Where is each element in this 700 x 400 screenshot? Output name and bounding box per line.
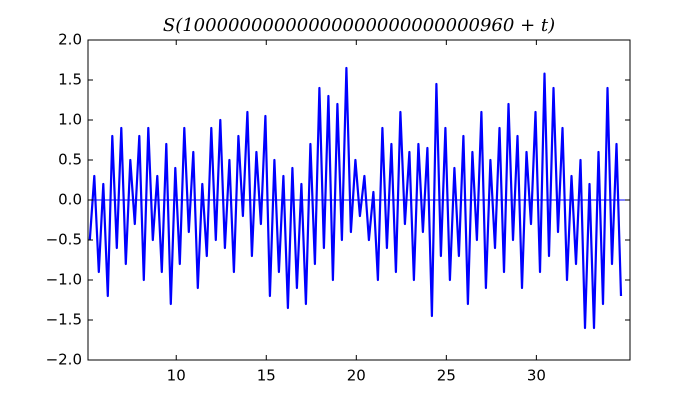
x-tick-label: 25: [437, 367, 456, 385]
y-tick-label: −0.5: [46, 231, 82, 249]
y-tick-label: 2.0: [58, 31, 82, 49]
y-tick-label: 1.5: [58, 71, 82, 89]
y-tick-label: 1.0: [58, 111, 82, 129]
x-tick-label: 20: [347, 367, 366, 385]
y-tick-label: 0.0: [58, 191, 82, 209]
y-tick-label: −1.5: [46, 311, 82, 329]
x-tick-label: 30: [527, 367, 546, 385]
y-tick-label: −1.0: [46, 271, 82, 289]
x-tick-label: 15: [257, 367, 276, 385]
y-tick-label: −2.0: [46, 351, 82, 369]
x-tick-label: 10: [167, 367, 186, 385]
data-line: [88, 66, 623, 330]
y-tick-label: 0.5: [58, 151, 82, 169]
chart-title: S(10000000000000000000000000960 + t): [163, 15, 555, 36]
